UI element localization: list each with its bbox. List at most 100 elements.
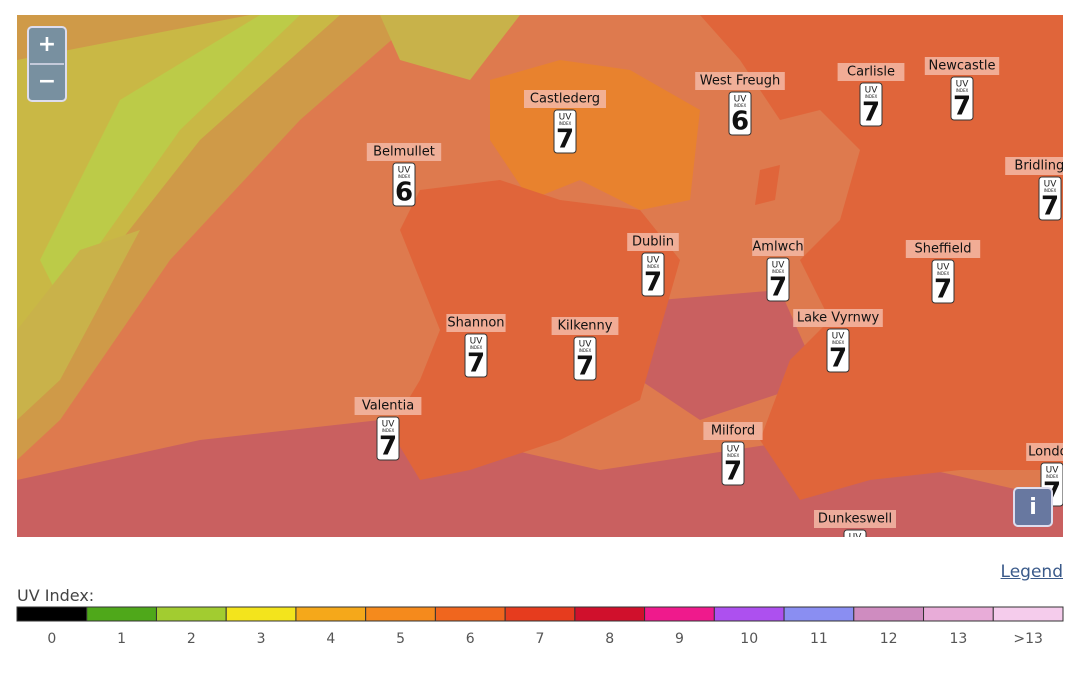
- uv-value: 7: [576, 352, 594, 382]
- uv-badge-uv: UV: [937, 263, 951, 273]
- station-name: Castlederg: [530, 92, 600, 107]
- uv-value: 7: [829, 344, 847, 374]
- station-name-bg: [446, 314, 506, 332]
- uv-value: 6: [395, 178, 413, 208]
- station-name: Sheffield: [915, 242, 972, 257]
- uv-value: 7: [644, 268, 662, 298]
- uv-badge-index: INDEX: [1044, 188, 1057, 193]
- station-name: Shannon: [447, 316, 504, 331]
- station-name-bg: [793, 309, 883, 327]
- uv-badge-index: INDEX: [470, 345, 483, 350]
- station-name: Bridlington: [1014, 159, 1080, 174]
- uv-value: 7: [556, 125, 574, 155]
- station-name-bg: [814, 510, 896, 528]
- uv-value: 7: [1041, 192, 1059, 222]
- uv-badge: [950, 76, 974, 121]
- uv-badge-uv: UV: [734, 95, 748, 105]
- station-name-bg: [837, 63, 905, 81]
- uv-badge-index: INDEX: [647, 264, 660, 269]
- uv-badge-uv: UV: [865, 86, 879, 96]
- station-name: Valentia: [362, 399, 414, 414]
- uv-badge-index: INDEX: [849, 541, 862, 546]
- uv-value: 7: [379, 432, 397, 462]
- uv-badge-index: INDEX: [1046, 474, 1059, 479]
- uv-badge: [392, 162, 416, 207]
- station-name: West Freugh: [700, 74, 780, 89]
- station-name-bg: [1005, 157, 1063, 175]
- uv-value: 7: [724, 457, 742, 487]
- uv-value: 7: [467, 349, 485, 379]
- uv-badge-index: INDEX: [727, 453, 740, 458]
- station-name: Dublin: [632, 235, 674, 250]
- uv-badge: [721, 441, 745, 486]
- uv-badge: [843, 529, 867, 537]
- uv-badge: [376, 416, 400, 461]
- uv-badge: [931, 259, 955, 304]
- uv-badge-uv: UV: [849, 533, 863, 543]
- station-name: Dunkeswell: [818, 512, 892, 527]
- uv-badge-uv: UV: [579, 340, 593, 350]
- uv-value: 7: [769, 273, 787, 303]
- legend-link[interactable]: Legend: [1000, 562, 1063, 582]
- uv-badge: [641, 252, 665, 297]
- uv-badge-index: INDEX: [559, 121, 572, 126]
- uv-badge: [573, 336, 597, 381]
- station-name-bg: [905, 240, 981, 258]
- uv-badge-uv: UV: [382, 420, 396, 430]
- uv-badge-uv: UV: [470, 337, 484, 347]
- uv-badge-uv: UV: [647, 256, 661, 266]
- uv-badge-index: INDEX: [398, 174, 411, 179]
- uv-badge: [766, 257, 790, 302]
- station-name-bg: [752, 238, 804, 256]
- uv-value: 7: [862, 98, 880, 128]
- station-name-bg: [924, 57, 1000, 75]
- station-name-bg: [354, 397, 422, 415]
- uv-badge-uv: UV: [832, 332, 846, 342]
- uv-badge-index: INDEX: [937, 271, 950, 276]
- uv-badge-index: INDEX: [832, 340, 845, 345]
- station-name-bg: [703, 422, 763, 440]
- uv-badge-uv: UV: [559, 113, 573, 123]
- uv-badge-uv: UV: [398, 166, 412, 176]
- uv-badge: [464, 333, 488, 378]
- station-name: Amlwch: [752, 240, 803, 255]
- uv-value: 7: [934, 275, 952, 305]
- uv-badge-uv: UV: [956, 80, 970, 90]
- uv-badge: [859, 82, 883, 127]
- station-name-bg: [695, 72, 785, 90]
- station-name: Milford: [711, 424, 755, 439]
- legend-title: UV Index:: [17, 586, 95, 605]
- station-name-bg: [366, 143, 442, 161]
- uv-badge: [1038, 176, 1062, 221]
- station-name: Lake Vyrnwy: [797, 311, 880, 326]
- uv-badge-index: INDEX: [579, 348, 592, 353]
- uv-badge-index: INDEX: [956, 88, 969, 93]
- station-name: Carlisle: [847, 65, 895, 80]
- station-name: Newcastle: [929, 59, 996, 74]
- uv-badge: [553, 109, 577, 154]
- uv-badge-index: INDEX: [865, 94, 878, 99]
- uv-badge-uv: UV: [727, 445, 741, 455]
- uv-badge-uv: UV: [1044, 180, 1058, 190]
- uv-badge: [728, 91, 752, 136]
- uv-badge-index: INDEX: [382, 428, 395, 433]
- uv-badge-index: INDEX: [734, 103, 747, 108]
